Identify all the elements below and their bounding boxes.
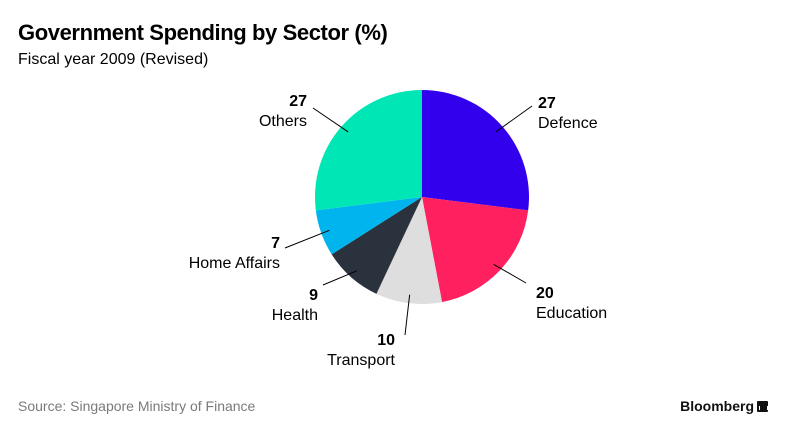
leader-line-transport [404,294,411,336]
pie-slice-health [331,197,422,294]
value-label-transport: 10 [377,332,395,349]
chart-icon [757,400,768,412]
pie-slice-others [314,90,422,211]
category-label-education: Education [536,305,607,322]
value-label-education: 20 [536,285,554,302]
chart-title: Government Spending by Sector (%) [18,20,388,45]
leader-line-defence [495,105,533,133]
leader-line-others [312,107,349,133]
category-label-defence: Defence [538,115,598,132]
pie-slice-education [422,197,529,303]
category-label-health: Health [272,307,318,324]
pie-slice-transport [376,197,443,304]
pie-slice-home-affairs [315,197,422,255]
leader-line-home-affairs [284,229,330,249]
brand-name: Bloomberg [680,398,754,414]
category-label-home-affairs: Home Affairs [189,255,280,272]
category-label-transport: Transport [327,352,395,369]
brand-logo: Bloomberg [680,398,768,414]
category-label-others: Others [259,113,307,130]
pie-slice-defence [422,90,529,211]
value-label-home-affairs: 7 [271,235,280,252]
chart-subtitle: Fiscal year 2009 (Revised) [18,51,209,68]
value-label-others: 27 [289,93,307,110]
source-note: Source: Singapore Ministry of Finance [18,398,256,414]
leader-line-education [493,263,527,284]
value-label-defence: 27 [538,95,556,112]
leader-line-health [322,270,358,286]
value-label-health: 9 [309,287,318,304]
